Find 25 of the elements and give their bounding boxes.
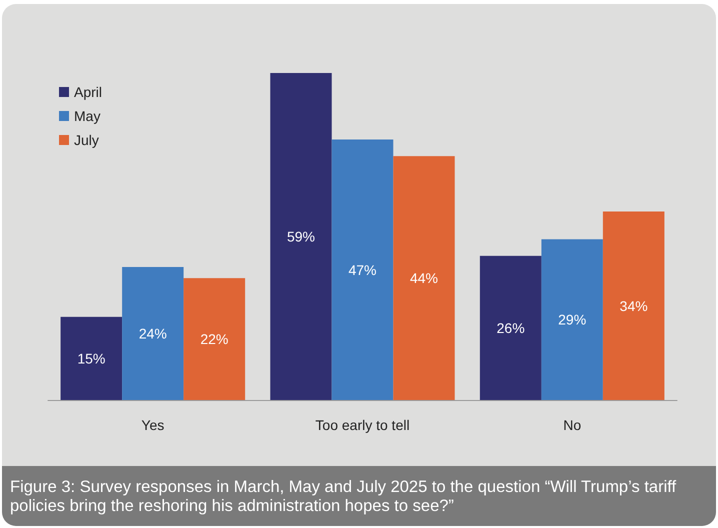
bar bbox=[270, 73, 332, 400]
bar bbox=[332, 140, 394, 400]
data-label: 22% bbox=[200, 331, 228, 348]
data-label: 47% bbox=[348, 262, 377, 278]
data-label: 44% bbox=[410, 270, 438, 286]
bar bbox=[184, 278, 246, 400]
bar bbox=[541, 239, 603, 400]
data-label: 29% bbox=[558, 312, 586, 328]
bar bbox=[60, 316, 122, 400]
data-label: 59% bbox=[286, 228, 316, 244]
bar bbox=[480, 256, 542, 400]
bar bbox=[602, 212, 664, 400]
x-tick-label: Too early to tell bbox=[315, 417, 410, 433]
caption: Figure 3: Survey responses in March, May and July 2025 to the question “Will Trump’s tariff policies bring the reshoring his administration hopes to see?” bbox=[2, 466, 716, 526]
data-label: 24% bbox=[138, 325, 167, 342]
legend-label: May bbox=[74, 108, 100, 124]
data-label: 15% bbox=[77, 350, 106, 366]
bar bbox=[393, 156, 455, 400]
legend-label: April bbox=[74, 84, 102, 100]
x-tick-label: Yes bbox=[141, 417, 164, 433]
data-label: 26% bbox=[496, 320, 525, 336]
x-tick-label: No bbox=[563, 417, 582, 433]
legend-label: July bbox=[74, 132, 99, 148]
bar bbox=[122, 266, 184, 400]
data-label: 34% bbox=[620, 298, 648, 314]
